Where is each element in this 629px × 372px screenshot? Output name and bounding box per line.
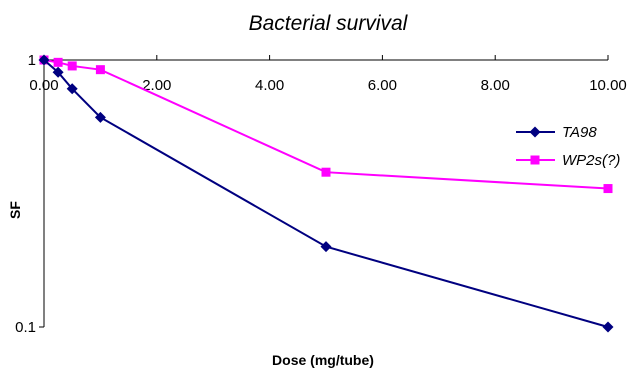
series-0 (38, 54, 614, 333)
axes: 0.00 2.00 4.00 6.00 8.00 10.00 0.1 1 (15, 52, 627, 336)
y-tick-label: 0.1 (15, 319, 36, 336)
data-point (66, 83, 78, 95)
legend-label: TA98 (562, 124, 597, 141)
chart-title: Bacterial survival (249, 12, 409, 35)
legend-marker (529, 126, 541, 138)
series-1 (39, 55, 613, 194)
data-point (602, 321, 614, 333)
x-tick-label: 4.00 (255, 77, 284, 94)
y-tick-label: 1 (28, 52, 36, 69)
legend-item: WP2s(?) (516, 152, 620, 169)
x-tick-label: 2.00 (142, 77, 171, 94)
data-point (52, 66, 64, 78)
legend-item: TA98 (516, 124, 597, 141)
x-tick-label: 6.00 (368, 77, 397, 94)
y-axis-label: SF (7, 201, 23, 219)
series-layer (38, 54, 614, 333)
data-point (321, 167, 331, 177)
data-point (320, 241, 332, 253)
x-tick-label: 8.00 (481, 77, 510, 94)
legend-label: WP2s(?) (562, 152, 620, 169)
data-point (95, 65, 105, 75)
data-point (94, 111, 106, 123)
legend-marker (530, 155, 540, 165)
legend: TA98 WP2s(?) (516, 124, 620, 169)
x-tick-label: 0.00 (29, 77, 58, 94)
x-axis-label: Dose (mg/tube) (272, 352, 374, 368)
data-point (53, 57, 63, 67)
data-point (38, 54, 50, 66)
data-point (67, 61, 77, 71)
x-tick-label: 10.00 (589, 77, 627, 94)
data-point (603, 184, 613, 194)
series-line (43, 59, 609, 328)
